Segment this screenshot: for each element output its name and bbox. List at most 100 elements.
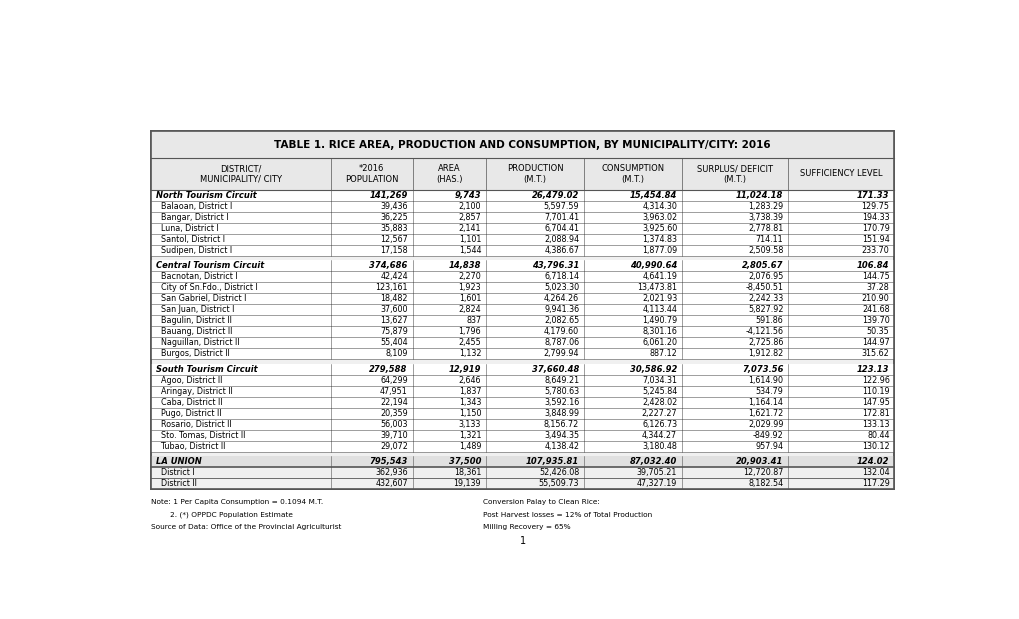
Bar xyxy=(151,478,894,489)
Bar xyxy=(151,430,894,441)
Text: 1,912.82: 1,912.82 xyxy=(747,349,783,358)
Text: 5,827.92: 5,827.92 xyxy=(747,305,783,314)
Text: 20,359: 20,359 xyxy=(380,409,408,418)
Text: 2,646: 2,646 xyxy=(459,376,481,384)
Text: 47,327.19: 47,327.19 xyxy=(636,479,677,488)
Text: Bangar, District I: Bangar, District I xyxy=(156,213,228,222)
Text: 13,627: 13,627 xyxy=(380,316,408,326)
Text: Sto. Tomas, District II: Sto. Tomas, District II xyxy=(156,431,246,439)
Text: -8,450.51: -8,450.51 xyxy=(745,284,783,292)
Text: 39,710: 39,710 xyxy=(380,431,408,439)
Text: 123,161: 123,161 xyxy=(375,284,408,292)
Text: 22,194: 22,194 xyxy=(380,397,408,407)
Bar xyxy=(151,337,894,348)
Text: 2,088.94: 2,088.94 xyxy=(543,235,579,244)
Text: Post Harvest losses = 12% of Total Production: Post Harvest losses = 12% of Total Produ… xyxy=(483,512,652,518)
Text: 1: 1 xyxy=(519,536,526,546)
Bar xyxy=(151,190,894,201)
Text: 12,919: 12,919 xyxy=(448,365,481,374)
Text: 2,509.58: 2,509.58 xyxy=(747,246,783,255)
Text: San Juan, District I: San Juan, District I xyxy=(156,305,234,314)
Text: 2,799.94: 2,799.94 xyxy=(543,349,579,358)
Text: 1,796: 1,796 xyxy=(459,327,481,336)
Text: DISTRICT/
MUNICIPALITY/ CITY: DISTRICT/ MUNICIPALITY/ CITY xyxy=(200,164,282,184)
Bar xyxy=(151,397,894,408)
Bar xyxy=(151,441,894,452)
Text: Aringay, District II: Aringay, District II xyxy=(156,387,232,396)
Text: 19,139: 19,139 xyxy=(453,479,481,488)
Text: 2,857: 2,857 xyxy=(459,213,481,222)
Text: 43,796.31: 43,796.31 xyxy=(531,261,579,271)
Bar xyxy=(151,261,894,271)
Text: 47,951: 47,951 xyxy=(380,387,408,396)
Text: 7,034.31: 7,034.31 xyxy=(642,376,677,384)
Text: 151.94: 151.94 xyxy=(861,235,889,244)
Text: 1,614.90: 1,614.90 xyxy=(748,376,783,384)
Text: 534.79: 534.79 xyxy=(755,387,783,396)
Text: San Gabriel, District I: San Gabriel, District I xyxy=(156,295,247,303)
Text: 194.33: 194.33 xyxy=(861,213,889,222)
Text: 4,113.44: 4,113.44 xyxy=(642,305,677,314)
Text: Source of Data: Office of the Provincial Agriculturist: Source of Data: Office of the Provincial… xyxy=(151,524,341,530)
Text: 39,436: 39,436 xyxy=(380,202,408,211)
Text: 3,925.60: 3,925.60 xyxy=(641,224,677,233)
Text: 3,738.39: 3,738.39 xyxy=(748,213,783,222)
Text: Milling Recovery = 65%: Milling Recovery = 65% xyxy=(483,524,571,530)
Text: SURPLUS/ DEFICIT
(M.T.): SURPLUS/ DEFICIT (M.T.) xyxy=(696,164,772,184)
Text: North Tourism Circuit: North Tourism Circuit xyxy=(156,191,257,200)
Text: 37,660.48: 37,660.48 xyxy=(531,365,579,374)
Text: -849.92: -849.92 xyxy=(752,431,783,439)
Text: 6,718.14: 6,718.14 xyxy=(544,272,579,282)
Text: 8,301.16: 8,301.16 xyxy=(642,327,677,336)
Text: 6,126.73: 6,126.73 xyxy=(642,420,677,428)
Text: 1,877.09: 1,877.09 xyxy=(641,246,677,255)
Text: 1,490.79: 1,490.79 xyxy=(641,316,677,326)
Text: 55,404: 55,404 xyxy=(380,339,408,347)
Text: 4,386.67: 4,386.67 xyxy=(544,246,579,255)
Text: 55,509.73: 55,509.73 xyxy=(538,479,579,488)
Text: 362,936: 362,936 xyxy=(375,468,408,477)
Text: 2,428.02: 2,428.02 xyxy=(641,397,677,407)
Text: 172.81: 172.81 xyxy=(861,409,889,418)
Text: 210.90: 210.90 xyxy=(861,295,889,303)
Text: 1,343: 1,343 xyxy=(459,397,481,407)
Text: 64,299: 64,299 xyxy=(380,376,408,384)
Text: 2. (*) OPPDC Population Estimate: 2. (*) OPPDC Population Estimate xyxy=(151,512,292,518)
Text: 11,024.18: 11,024.18 xyxy=(736,191,783,200)
Text: 8,182.54: 8,182.54 xyxy=(748,479,783,488)
Text: District II: District II xyxy=(156,479,197,488)
Text: 374,686: 374,686 xyxy=(369,261,408,271)
Text: 2,805.67: 2,805.67 xyxy=(741,261,783,271)
Text: 1,374.83: 1,374.83 xyxy=(642,235,677,244)
Bar xyxy=(151,315,894,326)
Text: 147.95: 147.95 xyxy=(861,397,889,407)
Bar xyxy=(151,282,894,293)
Text: 5,780.63: 5,780.63 xyxy=(543,387,579,396)
Bar xyxy=(151,326,894,337)
Text: Bacnotan, District I: Bacnotan, District I xyxy=(156,272,237,282)
Text: 75,879: 75,879 xyxy=(379,327,408,336)
Text: 2,227.27: 2,227.27 xyxy=(641,409,677,418)
Text: 12,720.87: 12,720.87 xyxy=(742,468,783,477)
Text: 144.75: 144.75 xyxy=(861,272,889,282)
Text: 129.75: 129.75 xyxy=(861,202,889,211)
Text: *2016
POPULATION: *2016 POPULATION xyxy=(344,164,398,184)
Text: Bagulin, District II: Bagulin, District II xyxy=(156,316,231,326)
Text: 1,321: 1,321 xyxy=(459,431,481,439)
Bar xyxy=(151,408,894,418)
Text: 315.62: 315.62 xyxy=(861,349,889,358)
Text: 18,482: 18,482 xyxy=(380,295,408,303)
Text: 15,454.84: 15,454.84 xyxy=(630,191,677,200)
Text: 6,061.20: 6,061.20 xyxy=(642,339,677,347)
Text: Burgos, District II: Burgos, District II xyxy=(156,349,229,358)
Text: 1,837: 1,837 xyxy=(459,387,481,396)
Bar xyxy=(151,456,894,467)
Text: 6,704.41: 6,704.41 xyxy=(544,224,579,233)
Text: PRODUCTION
(M.T.): PRODUCTION (M.T.) xyxy=(506,164,562,184)
Text: 4,314.30: 4,314.30 xyxy=(642,202,677,211)
Text: Bauang, District II: Bauang, District II xyxy=(156,327,232,336)
Text: Conversion Palay to Clean Rice:: Conversion Palay to Clean Rice: xyxy=(483,500,599,506)
Text: Agoo, District II: Agoo, District II xyxy=(156,376,222,384)
Text: 107,935.81: 107,935.81 xyxy=(526,457,579,466)
Text: 2,725.86: 2,725.86 xyxy=(747,339,783,347)
